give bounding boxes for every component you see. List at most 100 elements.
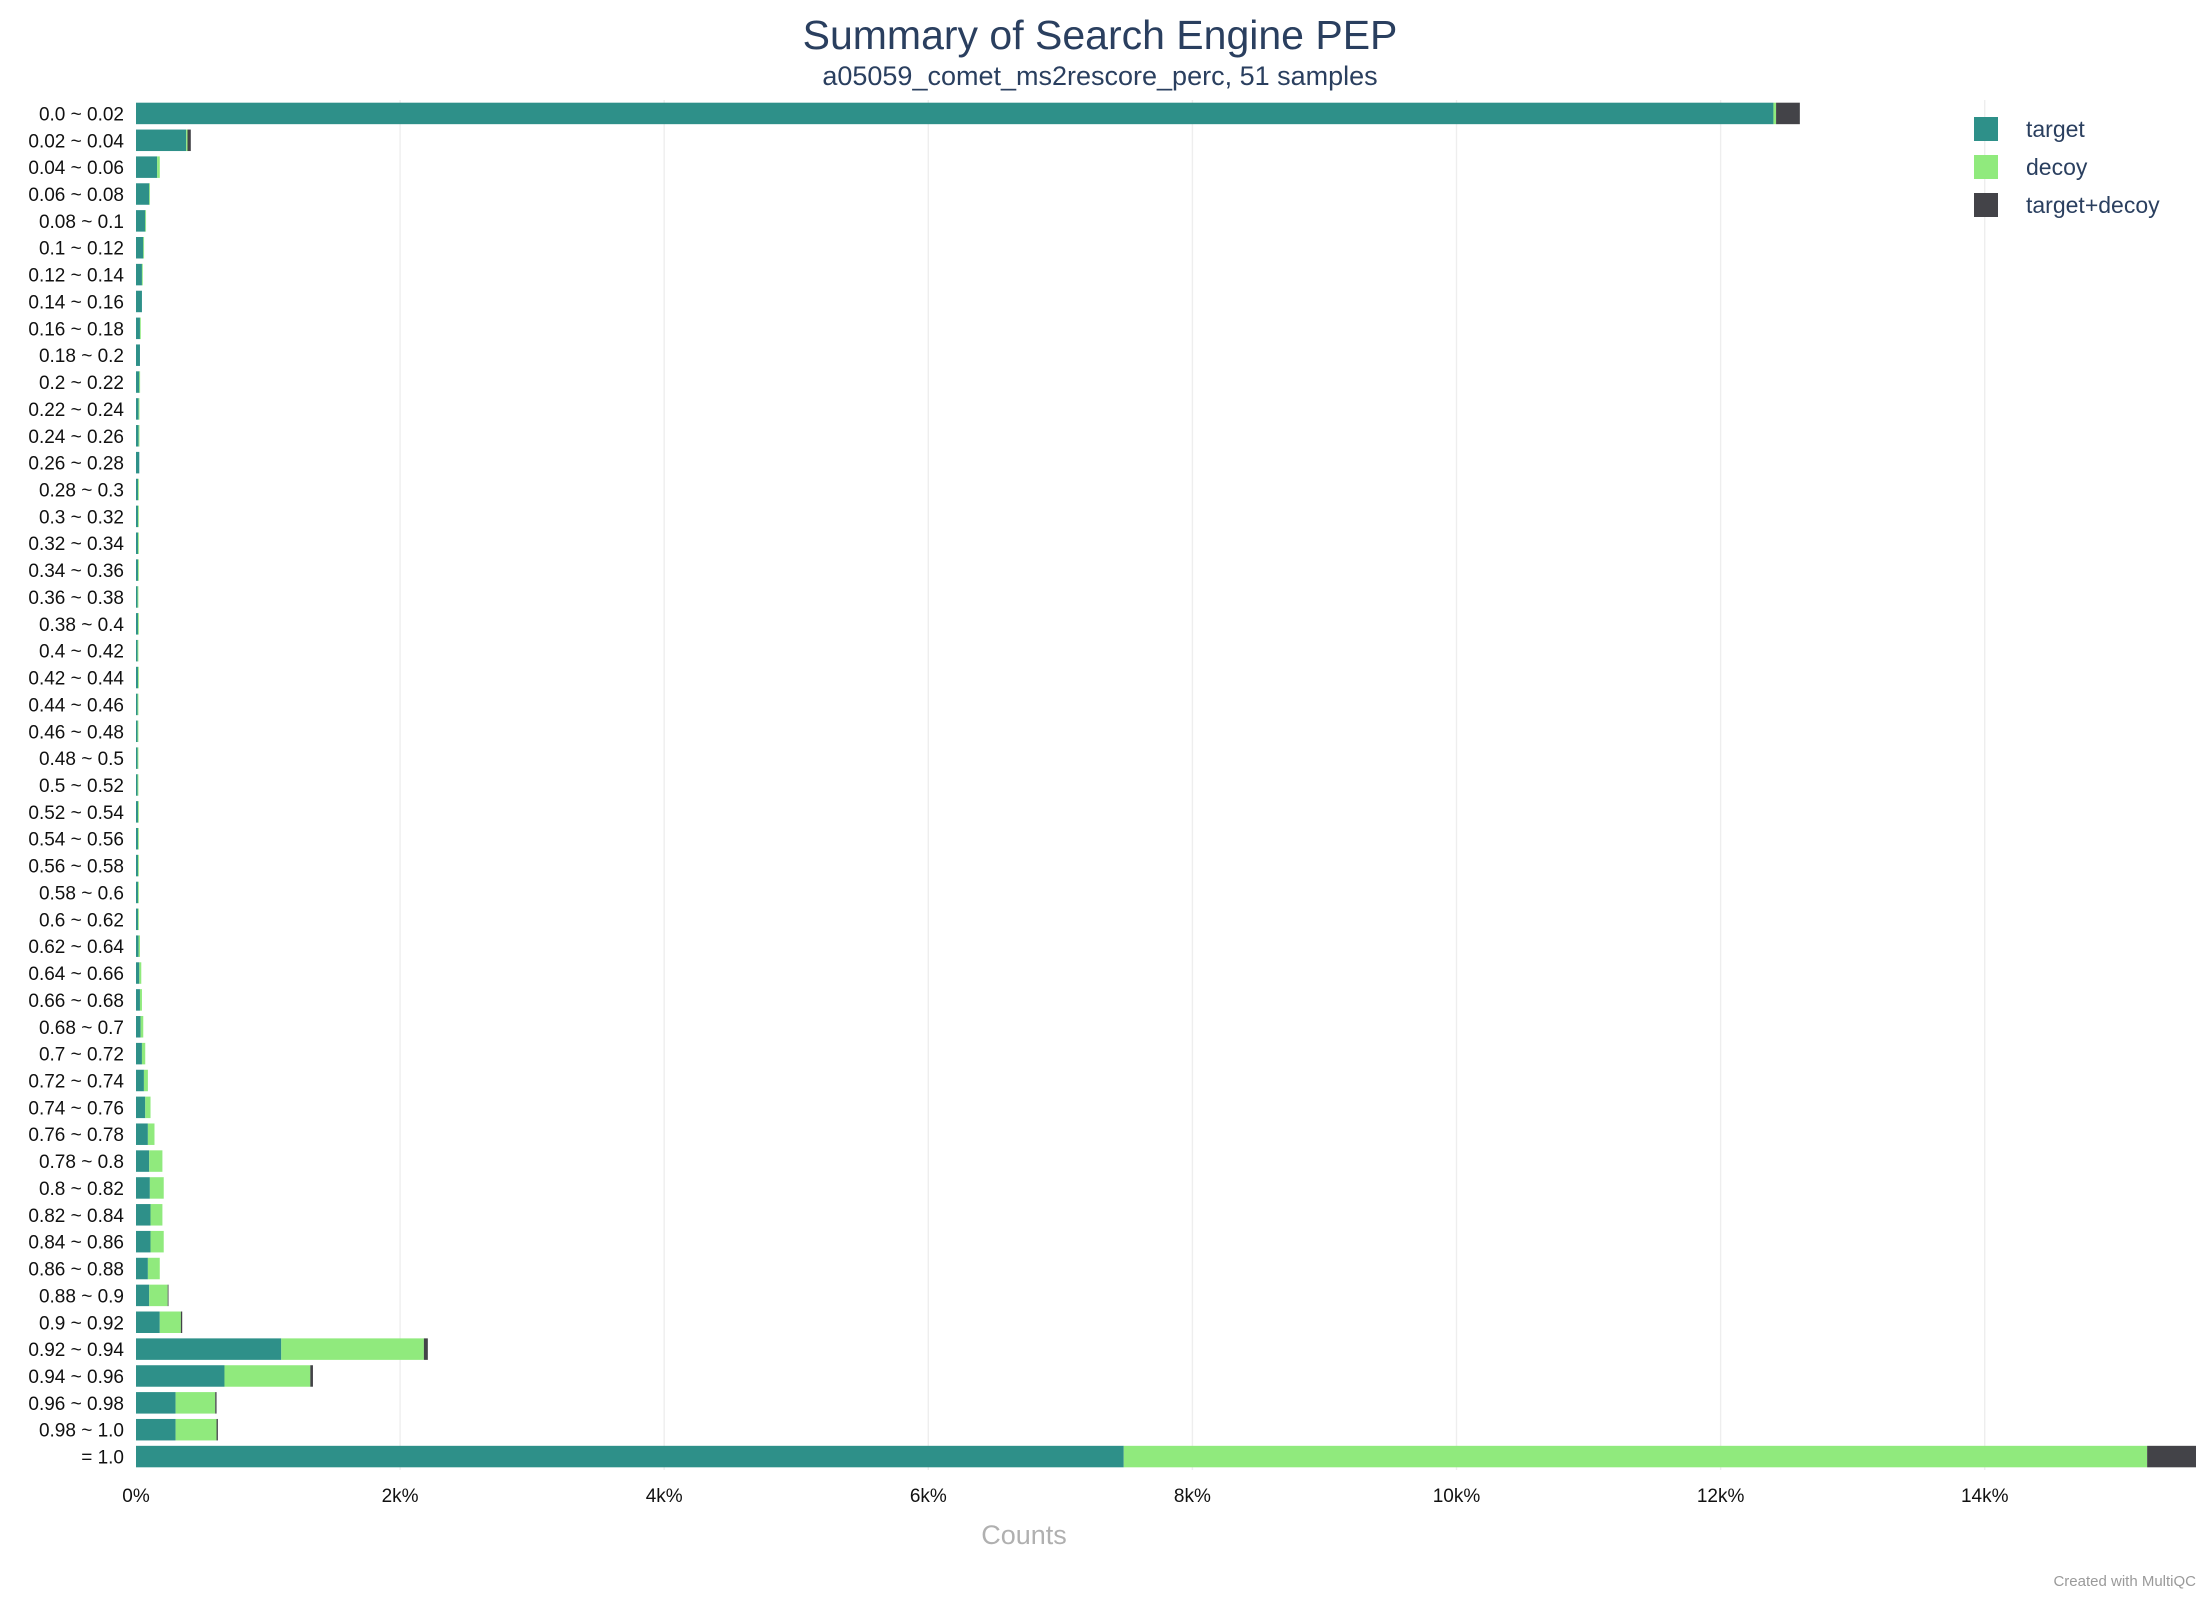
bar-segment-target[interactable] <box>136 1418 176 1441</box>
bar-segment-decoy[interactable] <box>1773 102 1777 125</box>
bar-segment-target[interactable] <box>136 586 138 608</box>
bar-segment-target[interactable] <box>136 371 140 393</box>
bar-segment-target[interactable] <box>136 1123 148 1145</box>
bar-segment-target-plus-decoy[interactable] <box>310 1365 313 1387</box>
bar-segment-decoy[interactable] <box>141 263 143 286</box>
bar-segment-decoy[interactable] <box>137 774 139 796</box>
bar-segment-target-plus-decoy[interactable] <box>423 1338 428 1360</box>
bar-segment-decoy[interactable] <box>137 613 139 635</box>
bar-segment-decoy[interactable] <box>137 478 139 501</box>
bar-segment-target[interactable] <box>136 827 138 850</box>
bar-segment-target[interactable] <box>136 425 139 447</box>
bar-segment-target-plus-decoy[interactable] <box>2147 1445 2196 1468</box>
bar-segment-decoy[interactable] <box>147 1123 155 1145</box>
bar-segment-decoy[interactable] <box>175 1418 217 1441</box>
bar-segment-decoy[interactable] <box>137 639 139 662</box>
bar-segment-decoy[interactable] <box>137 747 139 769</box>
bar-segment-decoy[interactable] <box>137 827 139 850</box>
bar-segment-target[interactable] <box>136 210 146 232</box>
bar-segment-target[interactable] <box>136 1177 150 1199</box>
bar-segment-target[interactable] <box>136 613 138 635</box>
bar-segment-target[interactable] <box>136 344 140 366</box>
bar-segment-target[interactable] <box>136 263 142 286</box>
bar-segment-decoy[interactable] <box>138 935 140 957</box>
bar-segment-decoy[interactable] <box>145 1096 151 1119</box>
bar-segment-target[interactable] <box>136 801 138 823</box>
bar-segment-target[interactable] <box>136 774 138 796</box>
bar-segment-decoy[interactable] <box>140 1016 144 1038</box>
bar-segment-target[interactable] <box>136 1150 150 1172</box>
bar-segment-decoy[interactable] <box>138 398 140 420</box>
bar-segment-target[interactable] <box>136 317 140 340</box>
bar-segment-target-plus-decoy[interactable] <box>167 1284 169 1307</box>
bar-segment-decoy[interactable] <box>147 1257 160 1280</box>
bar-segment-target-plus-decoy[interactable] <box>215 1392 217 1414</box>
bar-segment-decoy[interactable] <box>150 1230 164 1253</box>
bar-segment-decoy[interactable] <box>137 559 139 581</box>
bar-segment-target[interactable] <box>136 505 138 528</box>
bar-segment-target[interactable] <box>136 881 138 904</box>
bar-segment-decoy[interactable] <box>137 881 139 904</box>
bar-segment-decoy[interactable] <box>141 1042 146 1065</box>
bar-segment-target[interactable] <box>136 559 138 581</box>
bar-segment-decoy[interactable] <box>137 505 139 528</box>
bar-segment-target-plus-decoy[interactable] <box>216 1418 218 1441</box>
bar-segment-target[interactable] <box>136 854 138 877</box>
bar-segment-decoy[interactable] <box>139 317 141 340</box>
bar-segment-decoy[interactable] <box>150 1204 163 1226</box>
bar-segment-decoy[interactable] <box>137 666 139 689</box>
bar-segment-target[interactable] <box>136 989 140 1011</box>
bar-segment-target[interactable] <box>136 1338 282 1360</box>
bar-segment-target[interactable] <box>136 451 140 474</box>
bar-segment-decoy[interactable] <box>175 1392 216 1414</box>
legend[interactable]: target decoy target+decoy <box>1974 116 2160 218</box>
bar-segment-target[interactable] <box>136 1204 151 1226</box>
bar-segment-target[interactable] <box>136 156 158 178</box>
bar-segment-target[interactable] <box>136 747 138 769</box>
bar-segment-decoy[interactable] <box>149 1150 163 1172</box>
bar-segment-target[interactable] <box>136 1257 148 1280</box>
bar-segment-decoy[interactable] <box>139 371 141 393</box>
legend-item-decoy[interactable]: decoy <box>1974 154 2088 180</box>
bar-segment-target[interactable] <box>136 478 138 501</box>
bar-segment-target[interactable] <box>136 1230 151 1253</box>
bar-segment-decoy[interactable] <box>281 1338 424 1360</box>
bar-segment-target[interactable] <box>136 1016 141 1038</box>
bar-segment-target[interactable] <box>136 1284 150 1307</box>
bar-segment-decoy[interactable] <box>149 1177 164 1199</box>
legend-item-target[interactable]: target <box>1974 116 2085 142</box>
bar-segment-target[interactable] <box>136 290 142 313</box>
bar-segment-decoy[interactable] <box>1123 1445 2148 1468</box>
bar-segment-target[interactable] <box>136 1096 146 1119</box>
bar-segment-decoy[interactable] <box>143 237 145 259</box>
bar-segment-target[interactable] <box>136 1069 144 1092</box>
bar-segment-target[interactable] <box>136 693 138 716</box>
bar-segment-target[interactable] <box>136 935 139 957</box>
bar-segment-decoy[interactable] <box>137 720 139 743</box>
bar-segment-decoy[interactable] <box>139 962 142 984</box>
bar-segment-target[interactable] <box>136 720 138 743</box>
bar-segment-target[interactable] <box>136 1392 176 1414</box>
bar-segment-decoy[interactable] <box>143 1069 148 1092</box>
bar-segment-decoy[interactable] <box>137 854 139 877</box>
bar-segment-decoy[interactable] <box>224 1365 311 1387</box>
bar-segment-decoy[interactable] <box>137 801 139 823</box>
bar-segment-decoy[interactable] <box>137 908 139 931</box>
bar-segment-decoy[interactable] <box>149 183 151 205</box>
bar-segment-target[interactable] <box>136 237 144 259</box>
bar-segment-target-plus-decoy[interactable] <box>187 129 191 152</box>
bar-segment-decoy[interactable] <box>149 1284 168 1307</box>
bar-segment-target-plus-decoy[interactable] <box>1776 102 1800 125</box>
bar-segment-target[interactable] <box>136 532 138 554</box>
bar-segment-target[interactable] <box>136 666 138 689</box>
legend-item-target-plus-decoy[interactable]: target+decoy <box>1974 192 2160 218</box>
bar-segment-decoy[interactable] <box>139 989 142 1011</box>
bar-segment-decoy[interactable] <box>145 210 147 232</box>
bar-segment-decoy[interactable] <box>137 693 139 716</box>
bar-segment-target[interactable] <box>136 1445 1124 1468</box>
bar-segment-target[interactable] <box>136 102 1774 125</box>
bar-segment-target[interactable] <box>136 1365 225 1387</box>
bar-segment-target[interactable] <box>136 908 138 931</box>
bar-segment-target[interactable] <box>136 1042 142 1065</box>
bar-segment-target-plus-decoy[interactable] <box>180 1311 183 1333</box>
